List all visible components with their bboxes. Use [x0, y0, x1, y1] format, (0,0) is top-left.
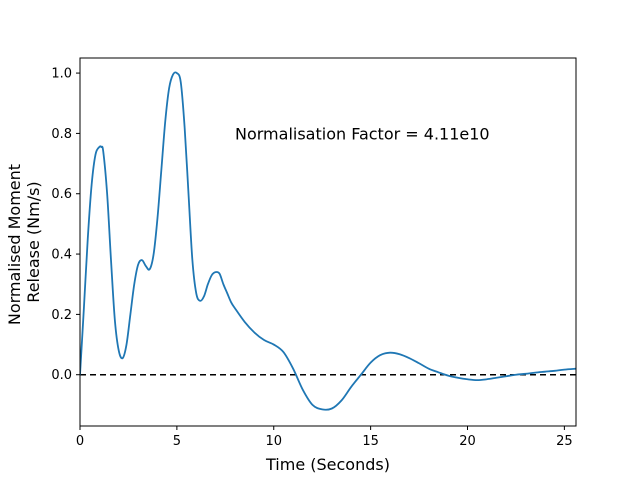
x-axis-ticks: 0 5 10 15 20 25 [76, 426, 573, 449]
x-tick-label: 25 [556, 434, 573, 449]
normalisation-factor-annotation: Normalisation Factor = 4.11e10 [235, 124, 490, 143]
y-axis-label: Normalised Moment Release (Nm/s) [5, 159, 43, 325]
plot-frame [79, 57, 577, 427]
x-tick-label: 20 [459, 434, 476, 449]
y-axis-label-line-2: Release (Nm/s) [24, 181, 43, 302]
y-axis-ticks: 0.0 0.2 0.4 0.6 0.8 1.0 [51, 67, 80, 383]
y-tick-label: 0.2 [51, 308, 72, 323]
x-axis-label: Time (Seconds) [265, 455, 390, 474]
y-axis-label-line-1: Normalised Moment [5, 164, 24, 325]
y-tick-label: 0.8 [51, 127, 72, 142]
x-tick-label: 10 [265, 434, 282, 449]
y-tick-label: 0.0 [51, 368, 72, 383]
y-tick-label: 0.6 [51, 187, 72, 202]
y-tick-label: 0.4 [51, 248, 72, 263]
x-tick-label: 15 [362, 434, 379, 449]
x-tick-label: 0 [76, 434, 84, 449]
series-line-0 [80, 71, 576, 411]
plot-area [80, 71, 576, 411]
y-tick-label: 1.0 [51, 67, 72, 82]
x-tick-label: 5 [173, 434, 181, 449]
